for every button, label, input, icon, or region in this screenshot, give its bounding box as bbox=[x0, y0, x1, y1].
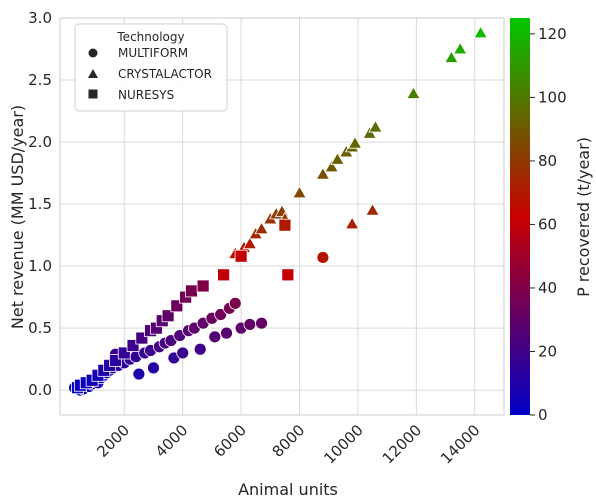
colorbar-tick-label: 40 bbox=[538, 279, 557, 297]
data-point-multiform bbox=[220, 326, 233, 340]
data-point-nuresys bbox=[278, 218, 292, 232]
y-tick-label: 2.0 bbox=[28, 133, 52, 151]
data-point-crystalactor bbox=[362, 126, 377, 139]
y-tick-label: 1.5 bbox=[28, 195, 52, 213]
data-point-multiform bbox=[132, 367, 146, 381]
data-point-crystalactor bbox=[406, 86, 421, 99]
data-point-crystalactor bbox=[344, 216, 360, 230]
x-tick-label: 6000 bbox=[210, 421, 250, 461]
x-tick-label: 8000 bbox=[269, 421, 309, 461]
colorbar-tick-label: 120 bbox=[538, 25, 567, 43]
legend: Technology MULTIFORM CRYSTALACTOR NURESY… bbox=[74, 23, 228, 112]
legend-box bbox=[74, 23, 228, 112]
colorbar-tick-label: 60 bbox=[538, 215, 557, 233]
data-point-multiform bbox=[228, 296, 242, 310]
data-point-nuresys bbox=[217, 268, 230, 282]
legend-entry-nuresys: NURESYS bbox=[118, 88, 174, 102]
colorbar-tick-label: 80 bbox=[538, 152, 557, 170]
x-tick-labels: 2000 4000 6000 8000 10000 12000 14000 bbox=[93, 421, 483, 467]
data-point-nuresys bbox=[281, 268, 295, 282]
colorbar bbox=[510, 18, 530, 415]
data-point-crystalactor bbox=[347, 135, 363, 149]
x-axis-title: Animal units bbox=[238, 480, 338, 499]
colorbar-tick-label: 0 bbox=[538, 406, 548, 424]
data-point-crystalactor bbox=[330, 152, 345, 165]
data-point-multiform bbox=[214, 308, 228, 321]
data-point-multiform bbox=[243, 318, 257, 331]
data-point-multiform bbox=[255, 316, 268, 330]
data-point-multiform bbox=[208, 330, 222, 344]
y-tick-labels: 0.0 0.5 1.0 1.5 2.0 2.5 3.0 bbox=[28, 9, 52, 399]
data-point-multiform bbox=[316, 251, 330, 264]
data-point-crystalactor bbox=[452, 41, 468, 55]
data-point-crystalactor bbox=[368, 119, 383, 133]
plot-area-frame bbox=[59, 17, 505, 416]
data-point-nuresys bbox=[234, 249, 248, 263]
data-point-nuresys bbox=[161, 309, 175, 323]
data-point-multiform bbox=[176, 346, 190, 360]
data-point-crystalactor bbox=[444, 50, 459, 63]
x-tick-label: 4000 bbox=[152, 421, 192, 461]
data-points bbox=[68, 25, 488, 397]
data-point-crystalactor bbox=[324, 159, 339, 173]
x-tick-label: 14000 bbox=[437, 421, 483, 467]
legend-circle-marker bbox=[88, 48, 98, 58]
colorbar-tick-label: 20 bbox=[538, 342, 557, 360]
y-tick-label: 1.0 bbox=[28, 257, 52, 275]
x-tick-label: 10000 bbox=[320, 421, 366, 467]
y-tick-label: 3.0 bbox=[28, 9, 52, 27]
legend-square-marker bbox=[88, 89, 98, 99]
legend-title: Technology bbox=[116, 30, 184, 44]
colorbar-label: P recovered (t/year) bbox=[574, 137, 593, 297]
x-tick-label: 12000 bbox=[379, 421, 425, 467]
legend-triangle-marker bbox=[88, 69, 98, 78]
data-point-nuresys bbox=[185, 284, 198, 298]
data-point-multiform bbox=[193, 342, 207, 356]
legend-entry-crystalactor: CRYSTALACTOR bbox=[118, 67, 212, 81]
y-tick-label: 2.5 bbox=[28, 71, 52, 89]
legend-entry-multiform: MULTIFORM bbox=[118, 46, 188, 60]
data-point-crystalactor bbox=[473, 25, 488, 39]
data-point-crystalactor bbox=[254, 221, 269, 235]
y-tick-label: 0.5 bbox=[28, 319, 52, 337]
data-point-multiform bbox=[147, 361, 160, 375]
data-point-nuresys bbox=[196, 279, 210, 293]
colorbar-tick-label: 100 bbox=[538, 88, 567, 106]
x-tick-label: 2000 bbox=[93, 421, 133, 461]
colorbar-ticks: 0 20 40 60 80 100 120 bbox=[530, 25, 567, 424]
data-point-crystalactor bbox=[365, 202, 380, 216]
data-point-crystalactor bbox=[315, 167, 331, 180]
data-point-crystalactor bbox=[242, 236, 258, 250]
y-axis-title: Net revenue (MM USD/year) bbox=[8, 105, 27, 329]
data-point-crystalactor bbox=[292, 185, 307, 199]
y-tick-label: 0.0 bbox=[28, 381, 52, 399]
